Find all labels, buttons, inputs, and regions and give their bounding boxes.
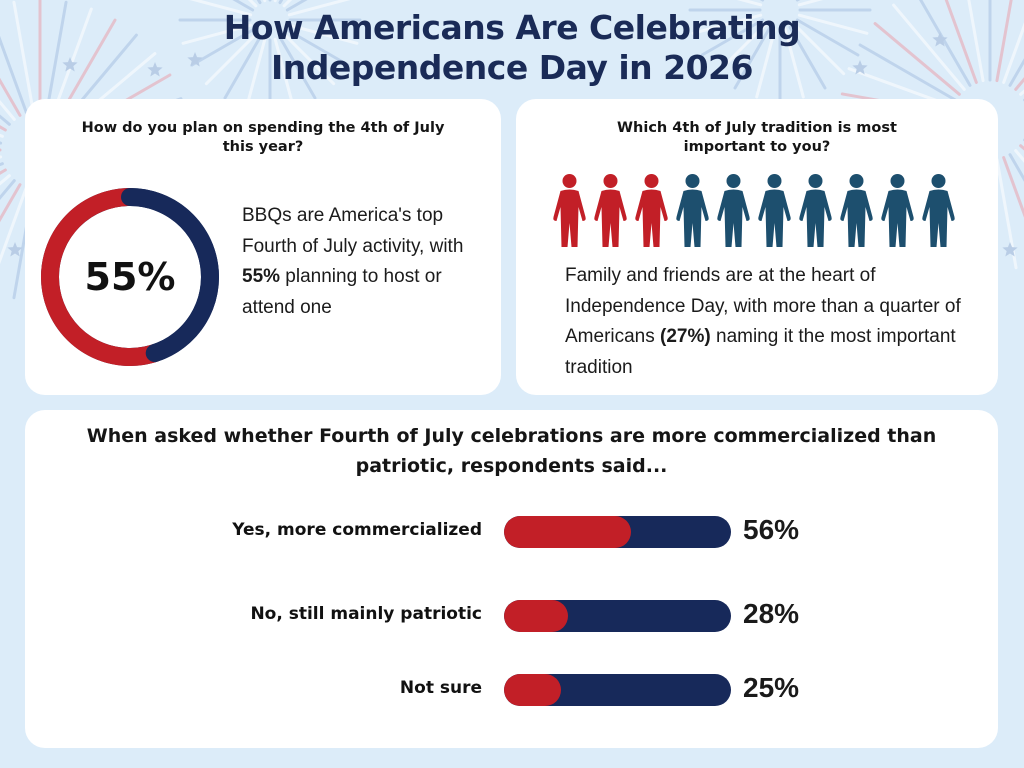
- spending-desc-tail: planning to host or attend one: [242, 266, 442, 318]
- bar-label: Yes, more commercialized: [232, 520, 482, 540]
- person-icon: [881, 174, 914, 247]
- tradition-desc-text: Family and friends are at the heart of I…: [565, 265, 961, 347]
- spending-donut: [41, 188, 219, 366]
- bar-label: No, still mainly patriotic: [250, 604, 482, 624]
- bar-value-label: 56%: [743, 514, 800, 545]
- spending-description: BBQs are America's top Fourth of July ac…: [242, 201, 482, 323]
- people-pictogram: [553, 174, 955, 247]
- tradition-question: Which 4th of July tradition is most impo…: [617, 120, 897, 155]
- bar-track: [504, 674, 731, 706]
- bar-value-label: 28%: [743, 598, 800, 629]
- bar: [504, 516, 632, 548]
- spending-question: How do you plan on spending the 4th of J…: [81, 120, 445, 155]
- tradition-card: Which 4th of July tradition is most impo…: [516, 99, 998, 395]
- bar: [504, 674, 561, 706]
- commercial-card: When asked whether Fourth of July celebr…: [25, 410, 998, 748]
- bar-track: [504, 600, 731, 632]
- bar-value-label: 25%: [743, 672, 800, 703]
- person-icon: [799, 174, 832, 247]
- donut-value: 55%: [84, 255, 176, 299]
- tradition-description: Family and friends are at the heart of I…: [565, 261, 975, 383]
- bar: [504, 600, 568, 632]
- donut-segment-red: [41, 188, 164, 366]
- person-icon: [758, 174, 791, 247]
- person-icon: [717, 174, 750, 247]
- spending-desc-text: BBQs are America's top Fourth of July ac…: [242, 205, 464, 257]
- donut-segment-navy: [121, 188, 219, 363]
- page-title: How Americans Are Celebrating Independen…: [0, 8, 1024, 88]
- chart-title: When asked whether Fourth of July celebr…: [86, 425, 937, 477]
- tradition-desc-highlight: (27%): [660, 326, 711, 347]
- person-icon: [553, 174, 586, 247]
- title-line-2: Independence Day in 2026: [271, 48, 754, 87]
- person-icon: [635, 174, 668, 247]
- bar-track: [504, 516, 731, 548]
- person-icon: [840, 174, 873, 247]
- bar-label: Not sure: [399, 678, 482, 698]
- person-icon: [594, 174, 627, 247]
- spending-desc-highlight: 55%: [242, 266, 281, 287]
- person-icon: [922, 174, 955, 247]
- title-line-1: How Americans Are Celebrating: [223, 8, 801, 47]
- person-icon: [676, 174, 709, 247]
- spending-card: How do you plan on spending the 4th of J…: [25, 99, 501, 395]
- tradition-desc-tail: naming it the most important tradition: [565, 326, 956, 378]
